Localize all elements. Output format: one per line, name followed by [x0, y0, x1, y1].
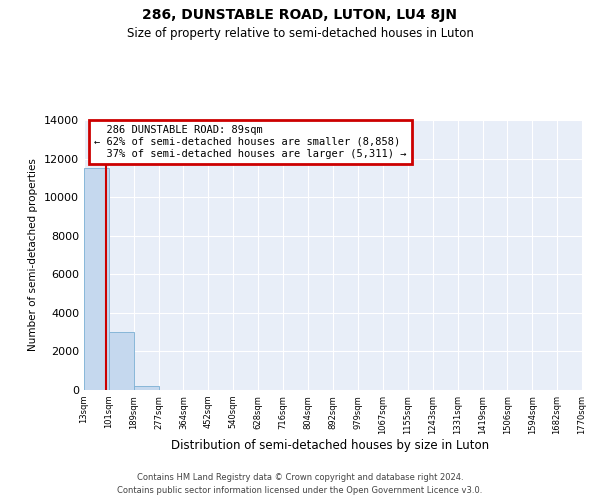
Bar [134, 386, 159, 390]
Text: Distribution of semi-detached houses by size in Luton: Distribution of semi-detached houses by … [171, 440, 489, 452]
Text: Contains HM Land Registry data © Crown copyright and database right 2024.: Contains HM Land Registry data © Crown c… [137, 472, 463, 482]
Text: 286 DUNSTABLE ROAD: 89sqm
← 62% of semi-detached houses are smaller (8,858)
  37: 286 DUNSTABLE ROAD: 89sqm ← 62% of semi-… [94, 126, 406, 158]
Bar [109, 332, 134, 390]
Y-axis label: Number of semi-detached properties: Number of semi-detached properties [28, 158, 38, 352]
Text: Size of property relative to semi-detached houses in Luton: Size of property relative to semi-detach… [127, 28, 473, 40]
Bar [84, 168, 109, 390]
Text: 286, DUNSTABLE ROAD, LUTON, LU4 8JN: 286, DUNSTABLE ROAD, LUTON, LU4 8JN [143, 8, 458, 22]
Text: Contains public sector information licensed under the Open Government Licence v3: Contains public sector information licen… [118, 486, 482, 495]
